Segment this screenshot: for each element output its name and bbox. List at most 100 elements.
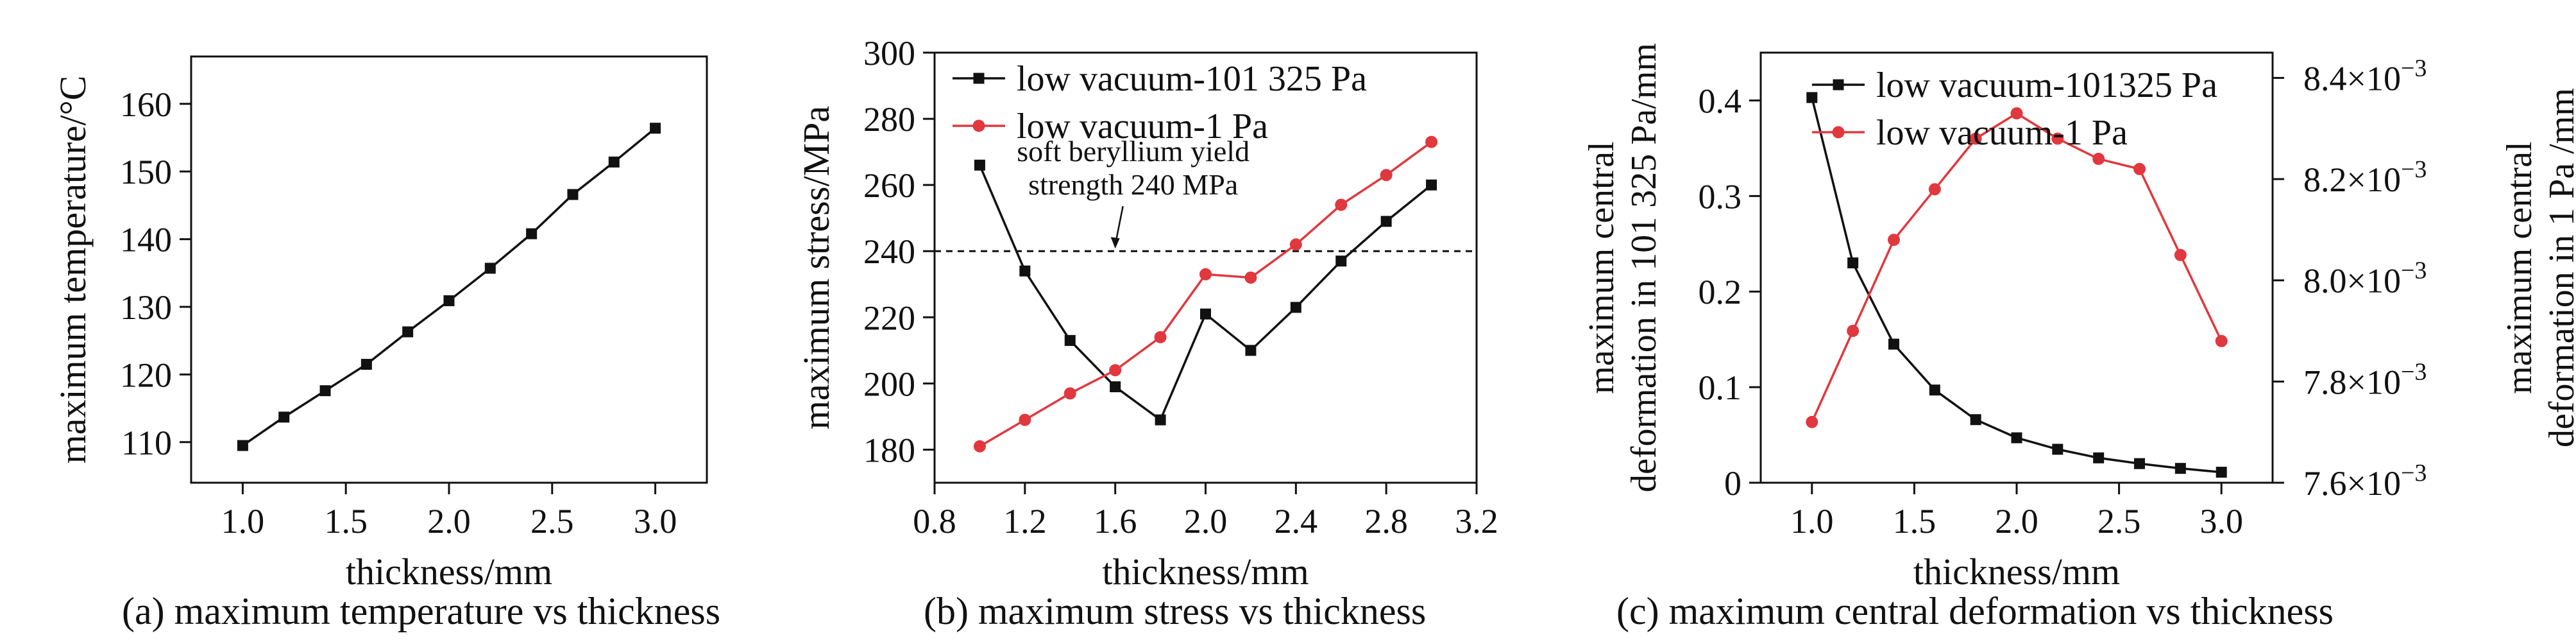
- y-tick-label-b: 240: [863, 232, 915, 271]
- y2-tick-label-c: 8.4×10−3: [2303, 55, 2427, 98]
- y2-axis-title-c: maximum central: [2500, 141, 2539, 394]
- data-point-b-1: [973, 440, 986, 453]
- data-point-a-0: [319, 385, 331, 397]
- x-tick-label-a: 1.5: [324, 502, 368, 541]
- data-point-c-0: [1929, 385, 1940, 396]
- x-axis-title-c: thickness/mm: [1913, 551, 2120, 592]
- data-point-c-0: [1888, 338, 1899, 350]
- caption-b: (b) maximum stress vs thickness: [924, 590, 1427, 632]
- data-point-a-0: [278, 411, 290, 423]
- legend-label-c-1: low vacuum-1 Pa: [1876, 113, 2128, 153]
- y-tick-label-c: 0.4: [1699, 82, 1742, 120]
- y-tick-label-b: 300: [863, 34, 915, 73]
- data-point-a-0: [443, 295, 455, 306]
- data-point-a-0: [360, 359, 372, 370]
- y-tick-label-c: 0.3: [1699, 177, 1742, 216]
- data-point-b-1: [1380, 169, 1393, 182]
- data-point-a-0: [567, 189, 579, 200]
- series-line-b-0: [978, 164, 1432, 422]
- caption-c: (c) maximum central deformation vs thick…: [1616, 590, 2334, 632]
- x-tick-label-b: 1.6: [1094, 502, 1137, 541]
- y-tick-label-c: 0.2: [1699, 273, 1742, 311]
- data-point-b-1: [1335, 198, 1348, 211]
- data-point-b-0: [1110, 381, 1121, 393]
- x-tick-label-c: 1.0: [1790, 502, 1834, 541]
- y-axis-title-c: deformation in 101 325 Pa/mm: [1624, 43, 1664, 492]
- annotation-arrowhead: [1110, 237, 1120, 249]
- x-tick-label-b: 3.2: [1455, 502, 1498, 541]
- y2-tick-label-c: 7.6×10−3: [2303, 460, 2427, 503]
- x-tick-label-a: 1.0: [221, 502, 265, 541]
- x-tick-label-b: 1.2: [1003, 502, 1047, 541]
- y-tick-label-b: 200: [863, 365, 915, 403]
- y-tick-label-c: 0: [1724, 464, 1741, 503]
- legend-marker-b-0: [973, 73, 985, 84]
- data-point-a-0: [526, 228, 538, 239]
- series-line-c-1: [1811, 112, 2223, 423]
- data-point-c-1: [1806, 415, 1818, 428]
- legend-marker-c-0: [1833, 79, 1844, 91]
- data-point-b-0: [1155, 414, 1166, 426]
- y-tick-label-c: 0.1: [1699, 368, 1742, 407]
- data-point-c-1: [2092, 153, 2105, 166]
- y-tick-label-b: 180: [863, 431, 915, 469]
- data-point-b-1: [1019, 413, 1031, 426]
- legend-marker-b-1: [972, 119, 985, 132]
- data-point-b-1: [1109, 364, 1122, 377]
- data-point-b-0: [974, 159, 985, 171]
- x-tick-label-a: 3.0: [634, 502, 677, 541]
- data-point-b-1: [1244, 271, 1257, 284]
- data-point-c-0: [2174, 463, 2186, 474]
- plot-frame-a: [190, 55, 708, 484]
- series-line-a-0: [242, 127, 656, 447]
- y-tick-label-b: 220: [863, 298, 915, 337]
- x-tick-label-c: 2.5: [2097, 502, 2141, 541]
- data-point-c-0: [2134, 458, 2146, 469]
- data-point-c-1: [1969, 132, 1982, 145]
- x-tick-label-a: 2.5: [530, 502, 574, 541]
- y2-axis-title-c: deformation in 1 Pa /mm: [2542, 88, 2576, 447]
- y-tick-label-a: 150: [120, 153, 172, 191]
- y-axis-title-a: maximum temperature/°C: [52, 76, 94, 464]
- legend-label-c-0: low vacuum-101325 Pa: [1876, 65, 2217, 105]
- data-point-c-0: [2052, 444, 2063, 455]
- y-tick-label-b: 260: [863, 166, 915, 205]
- data-point-c-1: [2215, 334, 2228, 347]
- data-point-c-1: [2174, 248, 2187, 261]
- x-tick-label-b: 2.0: [1184, 502, 1228, 541]
- x-tick-label-a: 2.0: [427, 502, 471, 541]
- data-point-b-0: [1380, 216, 1392, 227]
- data-point-a-0: [650, 123, 661, 134]
- data-point-c-1: [1928, 183, 1941, 196]
- y2-tick-label-c: 8.0×10−3: [2303, 257, 2427, 300]
- legend-label-b-1: low vacuum-1 Pa: [1017, 107, 1268, 146]
- y-axis-title-c: maximum central: [1582, 141, 1622, 394]
- data-point-c-1: [2133, 162, 2146, 175]
- x-axis-title-a: thickness/mm: [346, 551, 552, 592]
- y-tick-label-a: 120: [120, 356, 172, 394]
- y-tick-label-b: 280: [863, 100, 915, 139]
- data-point-c-0: [2216, 467, 2227, 478]
- data-point-b-1: [1289, 238, 1302, 251]
- data-point-b-1: [1425, 135, 1438, 148]
- y2-tick-label-c: 7.8×10−3: [2303, 358, 2427, 401]
- x-tick-label-c: 1.5: [1893, 502, 1936, 541]
- legend-marker-c-1: [1832, 126, 1845, 139]
- y2-tick-label-c: 8.2×10−3: [2303, 156, 2427, 199]
- x-tick-label-b: 2.8: [1364, 502, 1408, 541]
- x-tick-label-b: 2.4: [1275, 502, 1318, 541]
- data-point-c-0: [1806, 92, 1818, 103]
- data-point-b-0: [1426, 179, 1437, 191]
- data-point-c-1: [2010, 107, 2023, 120]
- y-tick-label-a: 130: [120, 288, 172, 327]
- y-tick-label-a: 140: [120, 221, 172, 259]
- data-point-b-0: [1335, 255, 1347, 267]
- caption-a: (a) maximum temperature vs thickness: [122, 590, 721, 632]
- annotation-text-line2: strength 240 MPa: [1028, 168, 1238, 201]
- data-point-b-0: [1019, 265, 1031, 277]
- x-axis-title-b: thickness/mm: [1102, 551, 1309, 592]
- data-point-a-0: [484, 263, 496, 274]
- data-point-c-0: [2011, 432, 2022, 444]
- data-point-b-0: [1245, 345, 1257, 356]
